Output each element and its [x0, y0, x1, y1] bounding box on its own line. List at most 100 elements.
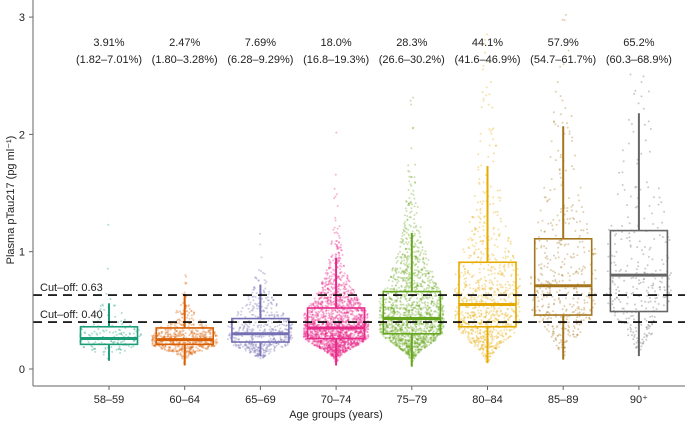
data-point — [328, 288, 331, 291]
data-point — [426, 292, 429, 295]
data-point — [339, 335, 341, 338]
data-point — [192, 334, 195, 337]
data-point — [326, 297, 329, 300]
data-point — [184, 341, 187, 344]
data-point — [329, 339, 332, 342]
data-point — [425, 307, 428, 310]
data-point — [430, 302, 433, 305]
data-point — [418, 351, 421, 354]
data-point — [241, 345, 244, 348]
data-point — [252, 345, 255, 348]
data-point — [277, 315, 280, 318]
data-point — [397, 280, 400, 283]
data-point — [330, 348, 333, 351]
data-point — [325, 342, 328, 345]
data-point — [241, 335, 244, 338]
data-point — [272, 328, 275, 331]
data-point — [343, 296, 345, 299]
data-point — [237, 311, 239, 313]
data-point — [385, 297, 388, 300]
data-point — [339, 318, 342, 321]
data-point — [235, 338, 238, 340]
data-point — [378, 316, 381, 319]
data-point — [269, 330, 272, 333]
data-point — [123, 339, 126, 342]
data-point — [422, 297, 425, 300]
data-point — [326, 346, 329, 349]
data-point — [248, 303, 251, 306]
data-point — [194, 334, 197, 337]
data-point — [279, 339, 282, 341]
data-point — [349, 313, 352, 316]
data-point — [215, 341, 218, 344]
data-point — [194, 352, 197, 355]
data-point — [265, 347, 267, 350]
data-point — [413, 329, 415, 332]
data-point — [406, 251, 409, 254]
data-point — [337, 288, 340, 291]
data-point — [339, 243, 342, 246]
data-point — [436, 334, 439, 337]
data-point — [177, 349, 180, 352]
data-point — [309, 302, 312, 305]
data-point — [113, 304, 115, 307]
data-point — [160, 347, 163, 350]
data-point — [270, 307, 273, 310]
data-point — [191, 353, 194, 356]
data-point — [290, 328, 293, 330]
data-point — [426, 309, 429, 312]
data-point — [349, 329, 352, 332]
data-point — [328, 262, 331, 265]
data-point — [189, 345, 192, 348]
data-point — [314, 323, 317, 326]
data-point — [103, 308, 106, 311]
data-point — [319, 341, 322, 344]
data-point — [395, 299, 398, 302]
data-point — [343, 300, 346, 303]
data-point — [314, 300, 317, 303]
data-point — [357, 334, 360, 337]
data-point — [344, 331, 347, 334]
data-point — [425, 273, 428, 275]
data-point — [424, 346, 427, 349]
data-point — [253, 286, 256, 288]
data-point — [334, 317, 337, 319]
data-point — [357, 334, 360, 337]
data-point — [337, 324, 340, 327]
data-point — [327, 309, 330, 312]
data-point — [327, 317, 330, 320]
data-point — [200, 340, 203, 343]
data-point — [120, 320, 123, 323]
data-point — [356, 308, 359, 311]
data-point — [337, 345, 340, 348]
data-point — [268, 348, 271, 351]
data-point — [326, 351, 329, 354]
data-point — [342, 324, 344, 327]
data-point — [316, 313, 319, 315]
data-point — [187, 346, 190, 349]
data-point — [349, 302, 352, 305]
data-point — [408, 297, 411, 300]
data-point — [182, 347, 184, 350]
data-point — [420, 346, 423, 349]
data-point — [346, 344, 349, 346]
data-point — [157, 331, 160, 334]
data-point — [415, 263, 418, 265]
data-point — [249, 347, 251, 350]
data-point — [328, 283, 330, 286]
data-point — [266, 350, 269, 353]
data-point — [278, 330, 281, 333]
data-point — [161, 336, 164, 339]
data-point — [347, 304, 350, 307]
data-point — [392, 310, 395, 313]
data-point — [322, 333, 325, 336]
data-point — [420, 322, 422, 325]
data-point — [235, 345, 238, 348]
data-point — [280, 314, 283, 317]
data-point — [329, 330, 332, 333]
data-point — [189, 341, 192, 344]
data-point — [324, 285, 326, 288]
data-point — [265, 350, 267, 353]
data-point — [329, 296, 332, 299]
data-point — [311, 332, 314, 335]
